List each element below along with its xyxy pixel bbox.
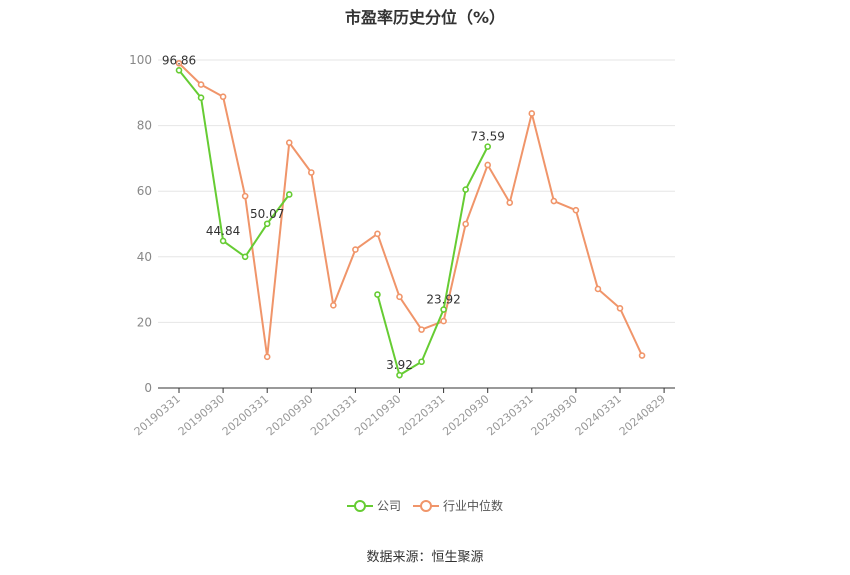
data-label: 23.92 — [426, 293, 460, 307]
data-label: 73.59 — [471, 130, 505, 144]
industry-median-line — [178, 62, 643, 358]
x-tick-label: 20240829 — [617, 392, 668, 438]
y-tick-label: 80 — [137, 119, 152, 133]
industry-median-point — [175, 59, 183, 67]
x-tick-label: 20210930 — [352, 392, 403, 438]
axes: 0 20 40 60 80 100 2019033120190930202003312020… — [129, 53, 675, 438]
company-point — [374, 291, 381, 298]
company-point — [484, 143, 492, 150]
y-tick-label: 60 — [137, 184, 152, 198]
legend-item[interactable]: 行业中位数 — [413, 497, 503, 514]
legend-swatch-icon — [346, 499, 373, 513]
data-label: 3.92 — [386, 358, 413, 372]
company-point — [285, 191, 293, 198]
industry-median-point — [616, 304, 624, 312]
x-tick-label: 20230331 — [484, 392, 535, 438]
y-tick-label: 100 — [129, 53, 152, 67]
industry-median-point — [506, 199, 514, 206]
company-point — [241, 253, 249, 261]
x-tick-label: 20220331 — [396, 392, 447, 438]
company-point — [175, 66, 183, 74]
y-tick-label: 20 — [137, 315, 152, 329]
company-point — [197, 94, 205, 102]
data-label: 50.07 — [250, 207, 284, 221]
industry-median-point — [241, 192, 249, 200]
industry-median-point — [418, 326, 425, 333]
legend-swatch-icon — [413, 499, 439, 513]
industry-median-point — [285, 139, 293, 146]
chart-title: 市盈率历史分位（%） — [344, 8, 506, 27]
legend: 公司 行业中位数 — [0, 497, 850, 516]
data-labels: 96.86 44.84 50.07 3.92 23.92 73.59 — [162, 53, 505, 372]
industry-median-point — [528, 110, 536, 117]
industry-median-point — [550, 197, 558, 205]
x-tick-label: 20220930 — [440, 392, 491, 438]
company-point — [440, 306, 447, 313]
industry-median-point — [484, 161, 492, 169]
x-tick-label: 20210331 — [308, 392, 359, 438]
data-label: 44.84 — [206, 224, 240, 238]
industry-median-point — [263, 353, 271, 361]
source-note: 数据来源：恒生聚源 — [366, 550, 484, 565]
x-tick-label: 20230930 — [529, 392, 580, 438]
industry-median-point — [374, 230, 381, 238]
company-point — [462, 186, 469, 193]
industry-median-point — [594, 285, 602, 293]
industry-median-point — [572, 206, 580, 214]
industry-median-point — [638, 352, 646, 359]
industry-median-point — [396, 293, 403, 301]
series-lines — [175, 59, 646, 379]
industry-median-point — [352, 246, 359, 253]
industry-median-point — [307, 169, 315, 176]
industry-median-point — [440, 317, 447, 325]
legend-label: 公司 — [376, 499, 401, 513]
industry-median-point — [219, 93, 227, 101]
industry-median-point — [197, 81, 205, 88]
industry-median-point — [330, 302, 337, 309]
data-label: 96.86 — [162, 53, 196, 67]
x-tick-label: 20200930 — [264, 392, 315, 438]
x-tick-label: 20240331 — [573, 392, 624, 438]
company-line — [376, 146, 489, 377]
grid-lines — [158, 59, 675, 323]
company-point — [219, 237, 227, 245]
y-tick-label: 40 — [137, 250, 152, 264]
x-tick-label: 20190930 — [176, 392, 227, 438]
y-tick-label: 0 — [144, 381, 152, 395]
legend-label: 行业中位数 — [443, 499, 504, 513]
company-line — [178, 69, 291, 258]
company-point — [263, 220, 271, 228]
legend-item[interactable]: 公司 — [346, 497, 401, 514]
company-point — [418, 358, 425, 366]
x-tick-label: 20200331 — [220, 392, 271, 438]
x-tick-label: 20190331 — [132, 392, 183, 438]
company-point — [396, 371, 403, 379]
industry-median-point — [462, 220, 469, 228]
